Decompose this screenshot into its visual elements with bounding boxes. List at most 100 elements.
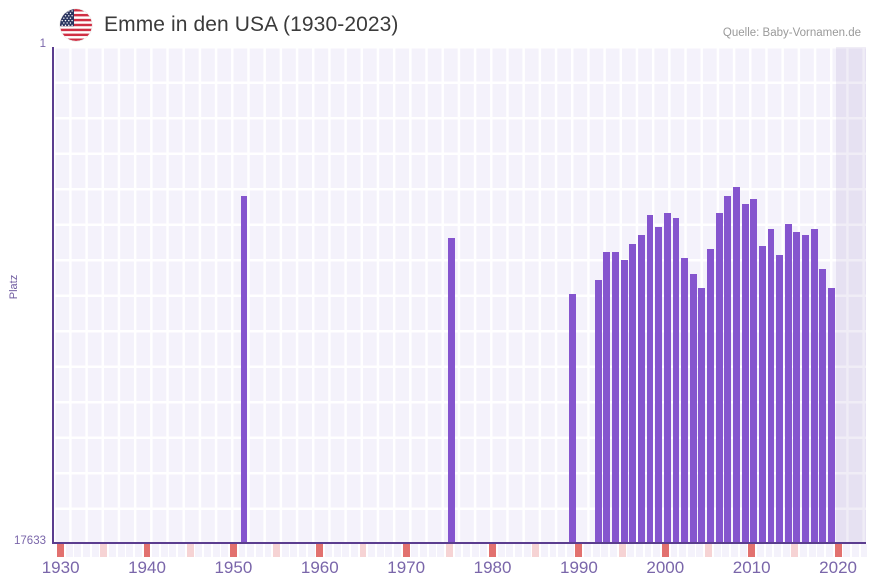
x-tick-marker [117,544,125,557]
bar-1998 [646,215,654,542]
bar-2012 [767,229,775,542]
x-tick-marker [368,544,376,557]
x-tick-marker [705,544,712,557]
bar-2003 [689,274,697,542]
x-axis-label-2020: 2020 [819,558,857,577]
x-tick-marker [730,544,738,557]
x-tick-marker [825,544,833,557]
x-tick-marker-major [834,544,842,557]
bar-2004 [698,288,706,542]
x-tick-marker [679,544,687,557]
x-tick-marker [566,544,574,557]
bar-1951 [240,195,248,542]
x-tick-marker [324,544,332,557]
x-tick-marker [765,544,773,557]
x-tick-marker [506,544,514,557]
x-tick-marker [376,544,384,557]
x-tick-marker [109,544,116,557]
x-tick-marker [851,544,859,557]
x-tick-marker [791,544,799,557]
x-tick-marker [186,544,194,557]
x-tick-marker-major [316,544,324,557]
x-tick-marker [419,544,427,557]
x-tick-marker [558,544,566,557]
x-tick-marker-major [402,544,410,557]
x-tick-marker [273,544,281,557]
x-tick-marker [618,544,626,557]
x-tick-marker [342,544,350,557]
bar-2009 [741,204,749,542]
x-tick-marker-major [57,544,65,557]
bar-1992 [594,280,602,542]
bar-2017 [810,229,818,542]
x-tick-marker [454,544,462,557]
bar-1997 [637,235,645,542]
bar-1995 [620,260,628,542]
x-axis-label-1960: 1960 [300,558,339,577]
x-axis-labels: 1930 1940 1950 1960 1970 1980 1990 2000 2010 2020 [0,558,873,584]
y-axis-bottom-tick-label: 17633 [14,535,46,547]
x-tick-marker [860,544,868,557]
x-tick-marker [281,544,289,557]
x-tick-marker [204,544,211,557]
x-tick-marker [808,544,816,557]
source-attribution: Quelle: Baby-Vornamen.de [722,27,861,39]
x-axis-label-1970: 1970 [387,558,426,577]
x-tick-marker [160,544,168,557]
x-tick-marker [843,544,851,557]
bar-2010 [750,198,758,542]
x-tick-marker [428,544,436,557]
x-tick-marker [782,544,790,557]
bar-2006 [715,212,723,542]
x-axis-label-1980: 1980 [473,558,512,577]
bar-1996 [629,243,637,542]
bar-2019 [827,288,835,542]
x-tick-marker-major [143,544,151,557]
y-axis-top-tick-label: 1 [39,38,46,50]
x-tick-marker [471,544,479,557]
x-tick-marker [195,544,203,557]
bar-1994 [612,251,619,542]
x-tick-marker [687,544,695,557]
x-axis-label-1950: 1950 [214,558,253,577]
x-tick-marker [515,544,522,557]
x-tick-marker [134,544,142,557]
x-tick-marker [549,544,557,557]
bar-1989 [568,294,576,542]
bar-2014 [784,223,792,542]
bar-2013 [776,254,784,542]
x-axis-label-1930: 1930 [41,558,80,577]
x-tick-marker [756,544,764,557]
bar-series [54,47,866,542]
x-tick-marker [437,544,445,557]
x-tick-marker [350,544,358,557]
bar-2005 [707,249,714,542]
x-tick-marker [74,544,82,557]
bar-1999 [655,226,663,542]
x-tick-marker [774,544,782,557]
x-tick-marker [178,544,186,557]
x-tick-marker [445,544,453,557]
x-tick-marker-major [229,544,237,557]
x-tick-marker [532,544,540,557]
x-tick-marker [152,544,160,557]
x-tick-marker [670,544,678,557]
x-tick-marker [713,544,721,557]
x-tick-marker-major [661,544,669,557]
x-tick-marker [238,544,246,557]
x-tick-marker [212,544,220,557]
x-tick-marker [610,544,617,557]
x-tick-marker [264,544,272,557]
x-tick-marker [255,544,263,557]
x-axis-label-2010: 2010 [732,558,771,577]
x-tick-marker [635,544,643,557]
x-tick-marker [385,544,393,557]
x-tick-marker [169,544,177,557]
x-tick-marker [411,544,419,557]
y-axis-title: Platz [8,274,20,300]
x-axis-label-1940: 1940 [128,558,166,577]
page-title: Emme in den USA (1930-2023) [104,13,399,36]
x-axis-tick-strip [52,544,868,557]
x-tick-marker [696,544,704,557]
x-tick-marker [290,544,298,557]
